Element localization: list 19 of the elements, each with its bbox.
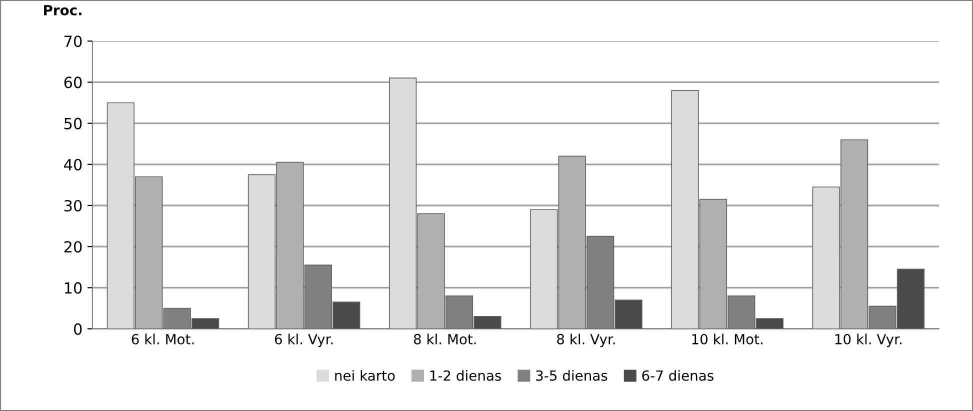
- x-tick-label: 8 kl. Mot.: [414, 334, 476, 344]
- legend-label: 1-2 dienas: [430, 370, 502, 381]
- y-tick-label: 20: [64, 241, 82, 253]
- y-tick-label: 10: [64, 282, 82, 294]
- y-tick-label: 60: [64, 76, 82, 88]
- x-tick-label: 6 kl. Mot.: [132, 334, 194, 344]
- y-tick-label: 40: [64, 158, 82, 170]
- y-tick-label: 70: [64, 36, 82, 48]
- legend-label: 3-5 dienas: [536, 370, 608, 381]
- y-axis-title: Proc.: [44, 5, 82, 16]
- x-tick-label: 8 kl. Vyr.: [557, 334, 615, 348]
- x-tick-label: 6 kl. Vyr.: [274, 334, 333, 348]
- x-tick-label: 10 kl. Mot.: [692, 334, 762, 344]
- legend-label: 6-7 dienas: [642, 370, 714, 381]
- y-tick-label: 50: [64, 118, 82, 130]
- legend-label: nei karto: [335, 370, 395, 381]
- y-tick-label: 0: [74, 323, 82, 335]
- x-tick-label: 10 kl. Vyr.: [835, 334, 902, 348]
- y-tick-label: 30: [64, 200, 82, 212]
